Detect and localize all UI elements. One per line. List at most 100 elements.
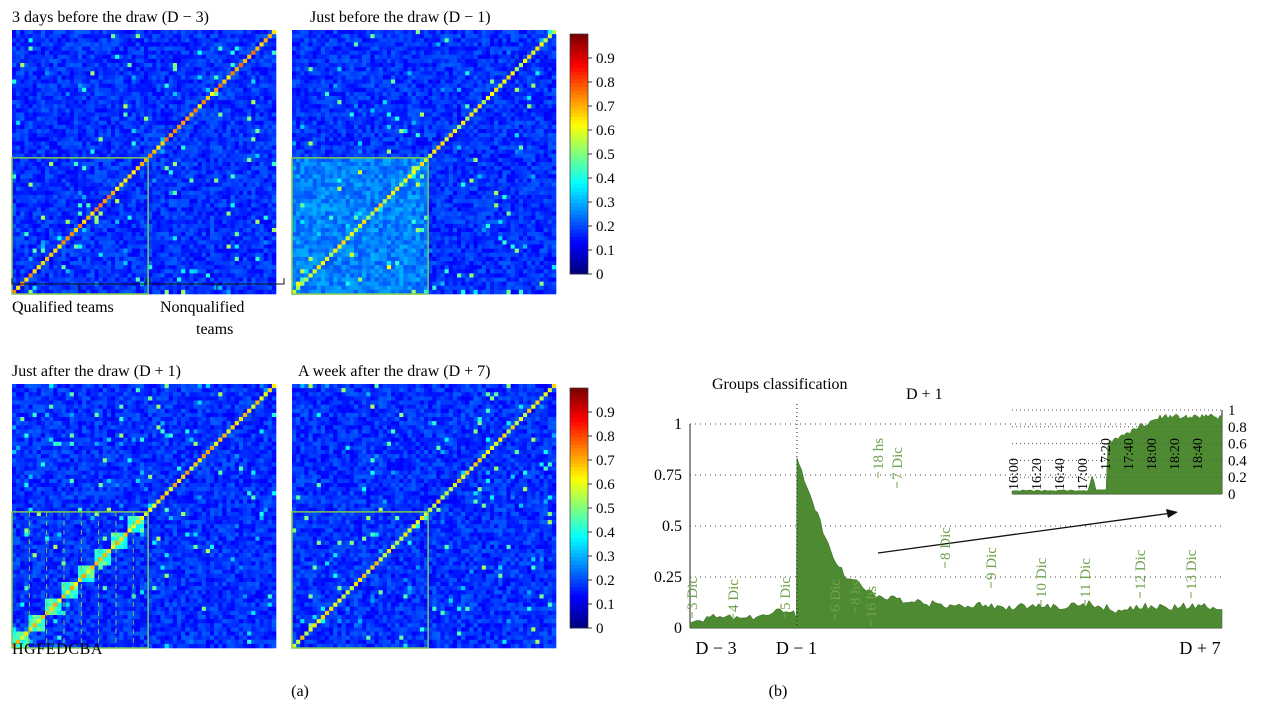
heatmap-cell [111,248,116,254]
heatmap-cell [193,166,198,171]
heatmap-cell [36,228,42,233]
heatmap-cell [94,228,99,233]
heatmap-cell [115,265,120,270]
heatmap-cell [181,178,186,183]
heatmap-cell [32,108,38,113]
heatmap-cell [230,277,236,282]
heatmap-cell [144,261,149,266]
heatmap-cell [259,265,264,270]
heatmap-cell [90,162,95,167]
heatmap-cell [210,211,215,216]
heatmap-cell [86,178,91,183]
heatmap-cell [12,265,17,270]
heatmap-cell [94,211,99,216]
heatmap-cell [98,162,104,167]
heatmap-cell [222,38,227,43]
heatmap-cell [131,228,137,233]
heatmap-cell [238,71,244,76]
heatmap-cell [374,30,379,35]
heatmap-cell [197,157,203,163]
heatmap-cell [139,46,145,51]
heatmap-cell [148,256,153,262]
heatmap-cell [12,289,17,295]
heatmap-cell [238,207,244,212]
heatmap-cell [518,54,524,60]
heatmap-cell [111,87,116,93]
heatmap-cell [172,277,178,282]
heatmap-cell [523,42,528,47]
heatmap-cell [65,178,71,183]
heatmap-cell [24,166,29,171]
heatmap-cell [28,211,33,216]
heatmap-cell [119,170,124,175]
heatmap-cell [230,162,236,167]
heatmap-cell [531,54,536,60]
heatmap-cell [477,67,483,72]
heatmap-cell [78,162,83,167]
heatmap-cell [98,79,104,84]
heatmap-title-d-minus-3: 3 days before the draw (D − 3) [12,9,209,26]
heatmap-cell [185,100,190,105]
heatmap-cell [135,30,141,35]
heatmap-cell [106,67,112,72]
heatmap-cell [82,232,87,237]
heatmap-cell [144,228,149,233]
heatmap-cell [123,50,128,56]
heatmap-cell [341,63,346,68]
heatmap-cell [40,182,46,188]
heatmap-cell [506,34,511,39]
heatmap-cell [201,30,207,35]
heatmap-cell [535,50,540,56]
heatmap-cell [78,182,83,188]
heatmap-cell [255,256,260,262]
heatmap-cell [259,34,264,39]
heatmap-cell [247,166,252,171]
heatmap-cell [189,289,194,295]
heatmap-cell [131,108,137,113]
heatmap-cell [218,141,223,146]
heatmap-cell [243,199,248,204]
heatmap-cell [498,67,503,72]
heatmap-cell [382,38,388,43]
heatmap-cell [247,252,252,258]
heatmap-cell [164,240,170,245]
heatmap-cell [119,141,124,146]
heatmap-cell [329,58,334,64]
heatmap-cell [205,289,211,295]
heatmap-cell [65,104,71,109]
heatmap-cell [419,58,425,64]
heatmap-cell [111,120,116,126]
heatmap-cell [28,38,33,43]
heatmap-cell [399,30,404,35]
heatmap-cell [131,100,137,105]
heatmap-cell [424,38,429,43]
heatmap-cell [16,269,21,274]
heatmap-cell [263,186,269,192]
heatmap-cell [436,38,441,43]
heatmap-cell [197,240,203,245]
heatmap-cell [164,207,170,212]
heatmap-cell [172,190,178,196]
heatmap-cell [24,71,29,76]
heatmap-cell [440,79,445,84]
heatmap-cell [378,54,384,60]
heatmap-cell [16,129,21,134]
heatmap-cell [45,219,50,225]
heatmap-cell [230,215,236,221]
heatmap-cell [419,75,425,80]
heatmap-cell [106,100,112,105]
heatmap-cell [131,34,137,39]
heatmap-cell [267,79,273,84]
heatmap-cell [24,265,29,270]
heatmap-cell [316,71,322,76]
heatmap-cell [148,67,153,72]
heatmap-cell [144,203,149,208]
heatmap-cell [226,265,231,270]
heatmap-cell [12,141,17,146]
heatmap-cell [61,211,66,216]
heatmap-cell [259,38,264,43]
heatmap-cell [247,153,252,159]
heatmap-cell [448,30,454,35]
heatmap-cell [86,91,91,97]
heatmap-cell [218,120,223,126]
